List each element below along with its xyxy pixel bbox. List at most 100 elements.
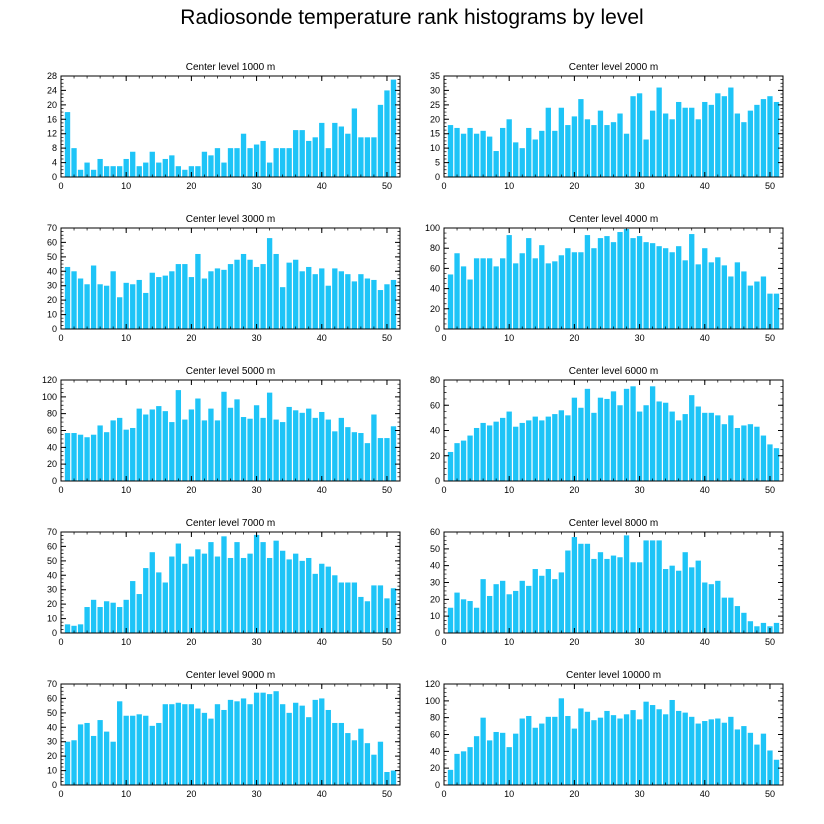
- bar: [545, 416, 551, 481]
- bar: [201, 151, 208, 177]
- bar: [214, 268, 221, 329]
- bar: [306, 140, 312, 177]
- x-tick-label: 30: [252, 789, 262, 799]
- y-tick-label: 80: [430, 375, 440, 385]
- panel-title: Center level 10000 m: [566, 670, 661, 681]
- bar: [486, 740, 493, 785]
- bar: [715, 93, 721, 177]
- y-tick-label: 10: [430, 143, 440, 153]
- bar: [558, 107, 565, 177]
- bar: [253, 534, 260, 633]
- bar: [617, 113, 623, 177]
- plot-frame: [60, 379, 401, 482]
- bar: [623, 388, 630, 481]
- bar: [286, 262, 292, 329]
- bar: [513, 142, 519, 177]
- bar: [169, 556, 175, 633]
- bar: [156, 162, 162, 177]
- bar: [519, 253, 525, 329]
- bar: [214, 148, 221, 177]
- x-tick-label: 50: [765, 789, 775, 799]
- y-tick-label: 0: [435, 172, 440, 182]
- y-tick-label: 10: [47, 310, 57, 320]
- y-tick-label: 100: [425, 696, 440, 706]
- bar: [676, 710, 682, 785]
- panel-title: Center level 2000 m: [569, 62, 659, 73]
- bar: [188, 556, 195, 633]
- bar: [156, 406, 162, 481]
- bar: [143, 292, 149, 329]
- x-tick-label: 10: [504, 181, 514, 191]
- bar: [64, 624, 71, 633]
- bar: [591, 125, 597, 177]
- bar: [480, 717, 486, 785]
- bar: [506, 119, 512, 177]
- bar: [584, 235, 591, 329]
- bar: [77, 278, 84, 329]
- bar: [728, 415, 734, 481]
- bar: [90, 434, 97, 481]
- bar: [552, 579, 558, 633]
- bar: [643, 701, 649, 785]
- bar: [117, 417, 123, 482]
- bar: [208, 542, 214, 633]
- y-tick-label: 10: [47, 766, 57, 776]
- bar: [734, 113, 741, 177]
- x-tick-label: 50: [765, 637, 775, 647]
- bar: [623, 535, 630, 633]
- bar: [319, 268, 325, 329]
- bar: [351, 582, 358, 633]
- bar: [293, 702, 299, 785]
- bar: [156, 572, 162, 633]
- plot-frame: [443, 683, 784, 786]
- bar: [539, 130, 545, 177]
- bar: [299, 705, 305, 785]
- bar: [741, 122, 747, 177]
- bar: [656, 87, 662, 177]
- bar: [702, 101, 708, 177]
- bar: [97, 720, 103, 785]
- bar: [143, 414, 149, 481]
- x-tick-label: 20: [186, 637, 196, 647]
- bar: [597, 717, 604, 785]
- bar: [689, 567, 695, 633]
- bar: [630, 386, 636, 481]
- bar: [656, 246, 662, 329]
- y-tick-label: 30: [47, 281, 57, 291]
- bar: [558, 255, 565, 329]
- x-tick-label: 40: [700, 637, 710, 647]
- bar: [221, 391, 227, 481]
- bar: [760, 435, 767, 481]
- y-tick-label: 100: [42, 392, 57, 402]
- panel-title: Center level 1000 m: [186, 62, 276, 73]
- bar: [760, 99, 767, 177]
- bar: [162, 582, 168, 633]
- bar: [312, 137, 318, 177]
- bar: [565, 715, 571, 785]
- bar: [649, 110, 656, 177]
- bar: [384, 438, 390, 481]
- bar: [526, 238, 532, 329]
- bar: [669, 565, 675, 633]
- bar: [182, 419, 188, 481]
- y-tick-label: 20: [430, 451, 440, 461]
- bar: [695, 264, 701, 329]
- bar: [519, 422, 525, 481]
- bar: [175, 702, 182, 785]
- bar: [578, 252, 584, 329]
- y-tick-label: 50: [47, 556, 57, 566]
- bar: [77, 169, 84, 177]
- bar: [636, 562, 643, 633]
- bar: [473, 736, 480, 785]
- bar: [447, 607, 454, 633]
- bar: [584, 388, 591, 481]
- plot-frame: [443, 227, 784, 330]
- bar: [734, 606, 741, 633]
- bar: [773, 448, 780, 481]
- bar: [390, 79, 397, 177]
- bar: [208, 718, 214, 785]
- bar: [338, 417, 344, 482]
- bar: [162, 158, 168, 177]
- y-tick-label: 60: [430, 263, 440, 273]
- bar: [708, 584, 714, 633]
